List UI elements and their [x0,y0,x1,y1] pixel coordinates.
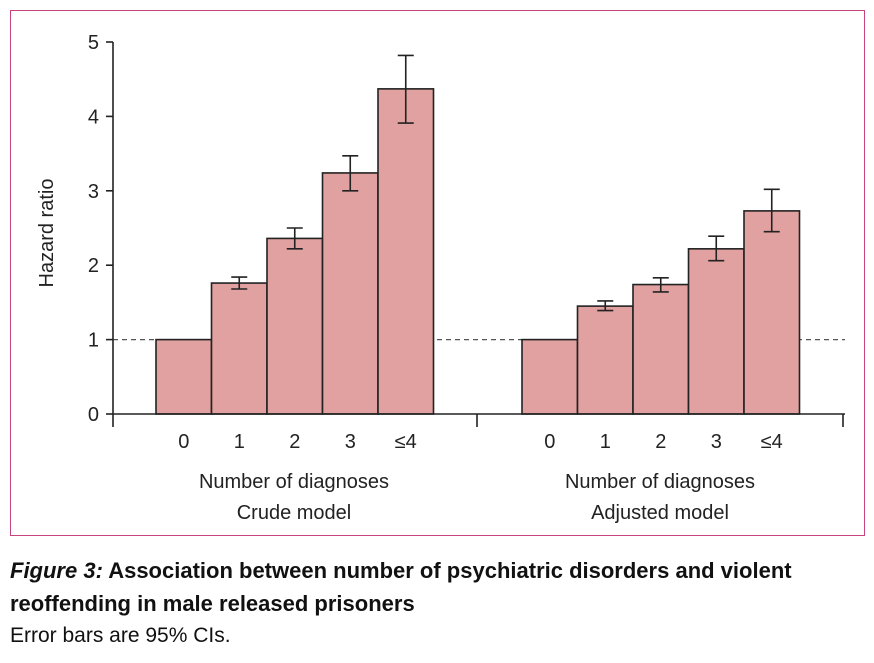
x-tick-label: 1 [600,431,611,453]
figure-caption: Figure 3: Association between number of … [10,554,870,650]
y-tick-label: 3 [88,181,99,203]
x-tick-label: 0 [544,431,555,453]
hazard-ratio-chart: 0 1 2 3 4 5 0 1 2 3 ≤4 0 1 2 3 ≤4 Hazard ratio Number o… [36,32,845,524]
x-tick-label: 2 [655,431,666,453]
bar [521,338,579,415]
bar [377,88,435,415]
panel1-x-axis-title: Number of diagnoses [199,471,389,493]
panel2-x-axis-title: Number of diagnoses [565,471,755,493]
bar [266,237,324,415]
x-tick-label: 0 [178,431,189,453]
panel2-model-name: Adjusted model [591,502,729,524]
bar [210,282,268,415]
y-tick-label: 0 [88,404,99,426]
x-tick-label: 3 [345,431,356,453]
x-tick-label: 3 [711,431,722,453]
caption-note: Error bars are 95% CIs. [10,624,231,647]
y-axis-title: Hazard ratio [36,179,58,288]
bar [632,283,690,415]
caption-figure-label: Figure 3: [10,558,103,583]
y-tick-label: 5 [88,32,99,54]
x-tick-label: ≤4 [395,431,417,453]
y-tick-label: 4 [88,106,99,128]
y-tick-label: 1 [88,330,99,352]
x-tick-label: ≤4 [761,431,783,453]
caption-title: Association between number of psychiatri… [10,558,792,616]
panel1-model-name: Crude model [237,502,352,524]
bar [687,248,745,415]
bar [155,338,213,415]
x-tick-label: 1 [234,431,245,453]
bar [321,172,379,415]
caption-title-line: Figure 3: Association between number of … [10,554,870,620]
bar [576,305,634,415]
chart-frame [10,10,865,536]
x-tick-label: 2 [289,431,300,453]
y-tick-label: 2 [88,255,99,277]
bar [743,210,801,415]
